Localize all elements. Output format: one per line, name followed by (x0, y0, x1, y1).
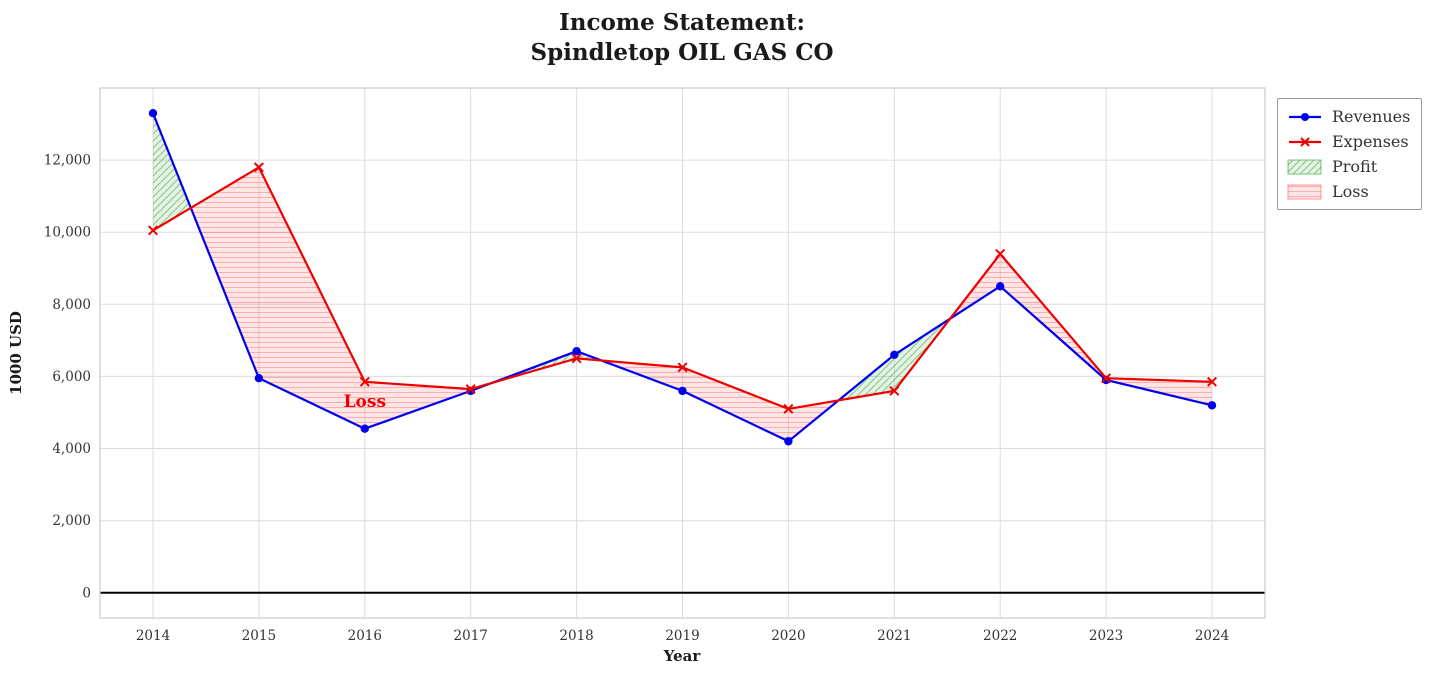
y-tick-label: 2,000 (52, 513, 91, 529)
expenses-marker (465, 384, 476, 395)
expenses-marker (571, 353, 582, 364)
revenues-marker (254, 374, 264, 383)
expenses-marker (1206, 376, 1218, 387)
y-tick-label: 8,000 (52, 297, 91, 313)
expenses-marker (147, 225, 159, 236)
revenues-marker (1207, 401, 1217, 410)
x-tick-label: 2018 (559, 628, 593, 644)
x-tick-label: 2023 (1089, 628, 1123, 644)
x-tick-label: 2019 (665, 628, 699, 644)
x-tick-label: 2016 (348, 628, 382, 644)
data-series (147, 109, 1218, 446)
legend-item-expenses: Expenses (1287, 132, 1410, 151)
y-tick-label: 4,000 (52, 441, 91, 457)
loss-area (950, 253, 1212, 406)
expenses-marker (889, 385, 900, 396)
expenses-marker (253, 162, 264, 173)
x-tick-label: 2017 (454, 628, 488, 644)
legend-loss-swatch (1287, 184, 1322, 199)
y-tick-label: 12,000 (44, 153, 91, 169)
chart-title-line1: Income Statement: (559, 9, 805, 36)
x-tick-label: 2014 (136, 628, 170, 644)
chart-title-line2: Spindletop OIL GAS CO (530, 39, 833, 66)
revenues-marker (572, 347, 581, 356)
y-axis-label: 1000 USD (7, 311, 25, 395)
legend-label: Profit (1332, 157, 1378, 176)
y-tick-label: 6,000 (52, 369, 91, 385)
expenses-marker (1101, 373, 1112, 384)
y-tick-label: 10,000 (44, 225, 91, 241)
revenues-marker (890, 350, 899, 359)
axis-tick-labels: 2014 2015 2016 2017 2018 2019 2020 2021 2022 2023… (44, 153, 1229, 644)
expenses-marker (677, 362, 688, 373)
x-tick-label: 2015 (242, 628, 276, 644)
profit-loss-areas (153, 113, 1212, 442)
legend: Revenues Expenses Profit Loss (1277, 98, 1423, 210)
revenues-marker (148, 109, 158, 118)
loss-area (601, 360, 839, 442)
revenues-marker (996, 282, 1005, 291)
revenues-marker (678, 386, 687, 396)
x-tick-label: 2024 (1195, 628, 1229, 644)
legend-item-loss: Loss (1287, 182, 1410, 201)
legend-profit-swatch (1287, 159, 1322, 174)
profit-area (153, 113, 191, 231)
legend-label: Loss (1332, 182, 1369, 201)
expenses-marker (359, 376, 370, 387)
plot-border (99, 87, 1266, 619)
expenses-marker (783, 403, 794, 414)
x-tick-label: 2020 (771, 628, 805, 644)
legend-item-profit: Profit (1287, 157, 1410, 176)
loss-annotation: Loss (344, 392, 386, 412)
legend-revenues-swatch (1289, 112, 1321, 121)
x-tick-label: 2022 (983, 628, 1017, 644)
legend-label: Revenues (1332, 107, 1411, 126)
x-tick-label: 2021 (877, 628, 911, 644)
profit-area (838, 318, 951, 401)
y-tick-label: 0 (82, 585, 91, 601)
revenues-marker (360, 424, 369, 433)
expenses-marker (995, 248, 1006, 259)
legend-item-revenues: Revenues (1287, 107, 1410, 126)
revenues-marker (784, 437, 793, 446)
legend-label: Expenses (1332, 132, 1409, 151)
legend-expenses-swatch (1289, 136, 1321, 147)
loss-area (190, 167, 492, 429)
x-axis-label: Year (663, 647, 702, 665)
